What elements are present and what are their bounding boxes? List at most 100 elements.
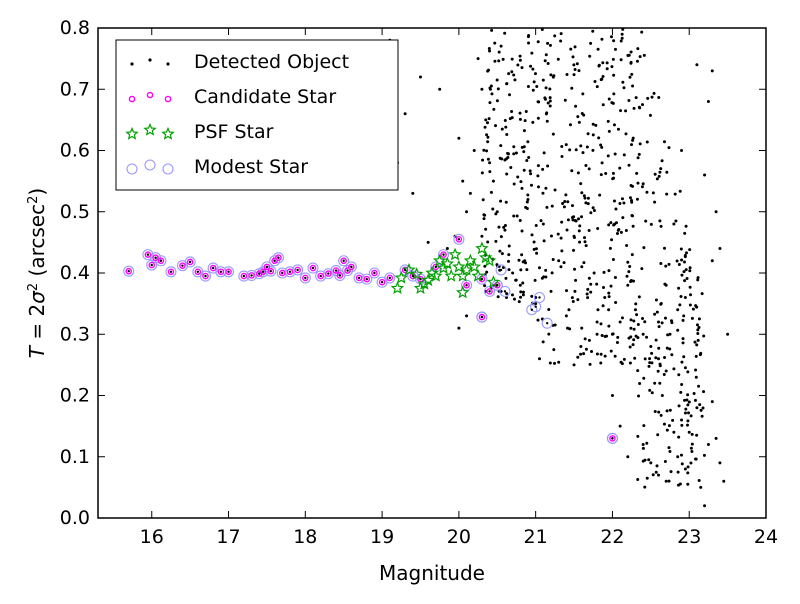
detected-object-point	[644, 219, 648, 223]
detected-object-point	[509, 166, 513, 170]
detected-object-point	[560, 220, 564, 224]
detected-object-point	[544, 86, 548, 90]
detected-object-point	[629, 318, 633, 322]
y-label-prefix: T	[25, 344, 49, 358]
detected-object-point	[664, 283, 668, 287]
detected-object-point	[507, 253, 511, 257]
detected-object-point	[682, 260, 686, 264]
detected-object-point	[686, 471, 690, 475]
detected-object-point	[691, 307, 695, 311]
detected-object-point	[169, 270, 173, 273]
detected-object-point	[508, 117, 512, 121]
psf-star-point	[425, 265, 439, 279]
detected-object-point	[403, 112, 407, 116]
detected-object-point	[677, 373, 681, 377]
detected-object-point	[619, 39, 623, 43]
detected-object-point	[327, 272, 330, 275]
psf-star-point	[402, 262, 416, 276]
detected-object-point	[690, 432, 694, 436]
detected-object-point	[688, 248, 692, 252]
detected-object-point	[627, 270, 631, 274]
detected-object-point	[667, 146, 671, 150]
psf-star-point	[475, 241, 489, 255]
detected-object-point	[675, 259, 679, 263]
detected-object-point	[519, 290, 523, 294]
detected-object-point	[579, 144, 583, 148]
detected-object-point	[634, 96, 638, 100]
detected-object-point	[648, 113, 652, 117]
detected-object-point	[631, 84, 635, 88]
detected-object-point	[636, 478, 640, 482]
modest-star-point	[368, 267, 380, 279]
detected-object-point	[559, 265, 563, 269]
detected-object-point	[600, 161, 604, 165]
y-tick-label: 0.3	[60, 323, 90, 345]
detected-object-point	[641, 332, 645, 336]
detected-object-point	[592, 271, 596, 275]
detected-object-point	[532, 240, 536, 244]
detected-object-point	[522, 168, 526, 172]
detected-object-point	[593, 79, 597, 83]
detected-object-point	[538, 296, 541, 299]
detected-object-point	[631, 184, 635, 188]
detected-object-point	[658, 170, 662, 174]
modest-star-point	[530, 301, 542, 313]
detected-object-point	[690, 442, 694, 446]
legend: Detected Object Candidate Star PSF Star …	[115, 39, 399, 191]
detected-object-point	[500, 252, 504, 256]
detected-object-point	[553, 188, 557, 192]
psf-star-point	[390, 281, 405, 295]
detected-object-point	[612, 123, 616, 127]
detected-object-point	[618, 166, 622, 170]
detected-object-point	[533, 72, 537, 76]
detected-object-point	[552, 348, 556, 352]
detected-object-point	[665, 428, 669, 432]
detected-object-point	[654, 470, 658, 474]
detected-object-point	[181, 264, 184, 267]
detected-object-point	[506, 156, 510, 160]
detected-object-point	[534, 302, 538, 306]
modest-star-point	[315, 270, 327, 282]
detected-object-point	[553, 323, 557, 327]
detected-object-point	[601, 304, 605, 308]
detected-object-point	[603, 334, 607, 338]
detected-object-point	[595, 332, 599, 336]
detected-object-point	[482, 217, 486, 221]
detected-object-point	[491, 207, 495, 211]
detected-object-point	[579, 182, 583, 186]
detected-object-point	[503, 118, 507, 122]
detected-object-point	[504, 125, 508, 129]
detected-object-point	[525, 200, 529, 204]
candidate-star-point	[225, 268, 232, 276]
detected-object-point	[695, 406, 699, 410]
detected-object-point	[683, 296, 687, 299]
detected-object-point	[592, 208, 596, 212]
x-tick-label: 21	[524, 526, 548, 548]
detected-object-point	[629, 278, 633, 282]
detected-object-point	[468, 191, 472, 195]
psf-star-point	[471, 268, 485, 282]
detected-object-point	[697, 384, 701, 388]
detected-object-point	[648, 388, 652, 392]
detected-object-point	[603, 296, 607, 299]
detected-object-point	[626, 455, 630, 459]
detected-object-point	[498, 249, 502, 253]
detected-object-point	[702, 334, 706, 338]
x-tick-label: 16	[140, 526, 164, 548]
y-axis-ticks: 0.0 0.1 0.2 0.3 0.4 0.5 0.6 0.7 0.8	[60, 17, 766, 529]
detected-object-point	[629, 50, 633, 54]
detected-object-point	[548, 99, 552, 103]
modest-star-point	[184, 256, 196, 268]
detected-object-point	[536, 318, 540, 322]
detected-object-point	[346, 269, 349, 272]
detected-object-point	[495, 99, 499, 103]
detected-object-point	[638, 381, 642, 385]
detected-object-point	[350, 265, 353, 269]
detected-object-point	[543, 97, 547, 101]
legend-marker-candidate-star	[146, 91, 154, 99]
detected-object-point	[632, 319, 636, 323]
detected-object-point	[578, 224, 582, 228]
detected-object-point	[607, 129, 611, 133]
detected-object-point	[485, 133, 489, 137]
detected-object-point	[607, 295, 611, 299]
